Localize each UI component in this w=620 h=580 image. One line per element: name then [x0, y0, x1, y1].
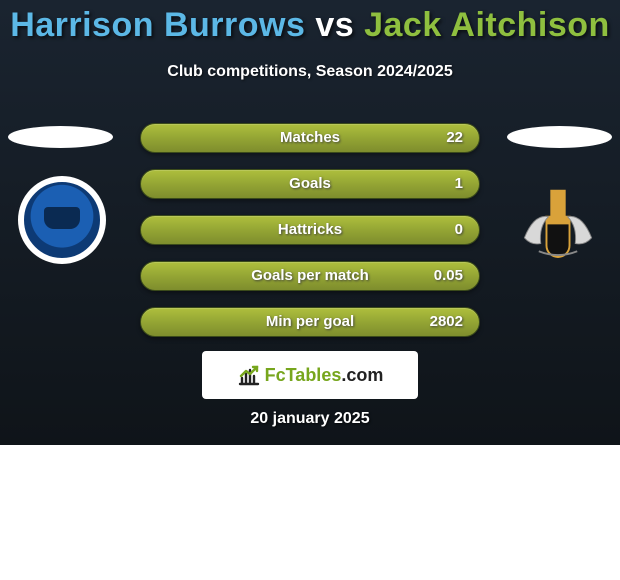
- player1-photo-placeholder: [8, 126, 113, 148]
- title-vs: vs: [305, 6, 364, 44]
- brand-icon: [237, 363, 261, 387]
- date-text: 20 january 2025: [0, 410, 620, 428]
- player2-name: Jack Aitchison: [364, 6, 610, 44]
- subtitle: Club competitions, Season 2024/2025: [0, 63, 620, 81]
- stat-label: Goals per match: [141, 267, 479, 284]
- player2-photo-placeholder: [507, 126, 612, 148]
- stat-row: Goals1: [140, 169, 480, 199]
- club2-crest: [510, 180, 606, 262]
- stat-value: 0: [455, 221, 463, 238]
- stat-label: Hattricks: [141, 221, 479, 238]
- brand-name-suffix: .com: [341, 365, 383, 385]
- stat-value: 22: [446, 129, 463, 146]
- brand-name-main: FcTables: [265, 365, 342, 385]
- whitespace-below: [0, 445, 620, 580]
- stat-value: 0.05: [434, 267, 463, 284]
- stat-value: 2802: [430, 313, 463, 330]
- stat-row: Min per goal2802: [140, 307, 480, 337]
- stat-row: Goals per match0.05: [140, 261, 480, 291]
- brand-box: FcTables.com: [202, 351, 418, 399]
- stat-row: Matches22: [140, 123, 480, 153]
- comparison-card: Harrison Burrows vs Jack Aitchison Club …: [0, 0, 620, 445]
- club1-crest: [18, 176, 106, 264]
- stat-value: 1: [455, 175, 463, 192]
- page-title: Harrison Burrows vs Jack Aitchison: [0, 0, 620, 45]
- stats-bars: Matches22 Goals1 Hattricks0 Goals per match…: [140, 123, 480, 353]
- stat-row: Hattricks0: [140, 215, 480, 245]
- player1-name: Harrison Burrows: [10, 6, 305, 44]
- brand-text: FcTables.com: [265, 365, 384, 386]
- stat-label: Goals: [141, 175, 479, 192]
- stat-label: Min per goal: [141, 313, 479, 330]
- stat-label: Matches: [141, 129, 479, 146]
